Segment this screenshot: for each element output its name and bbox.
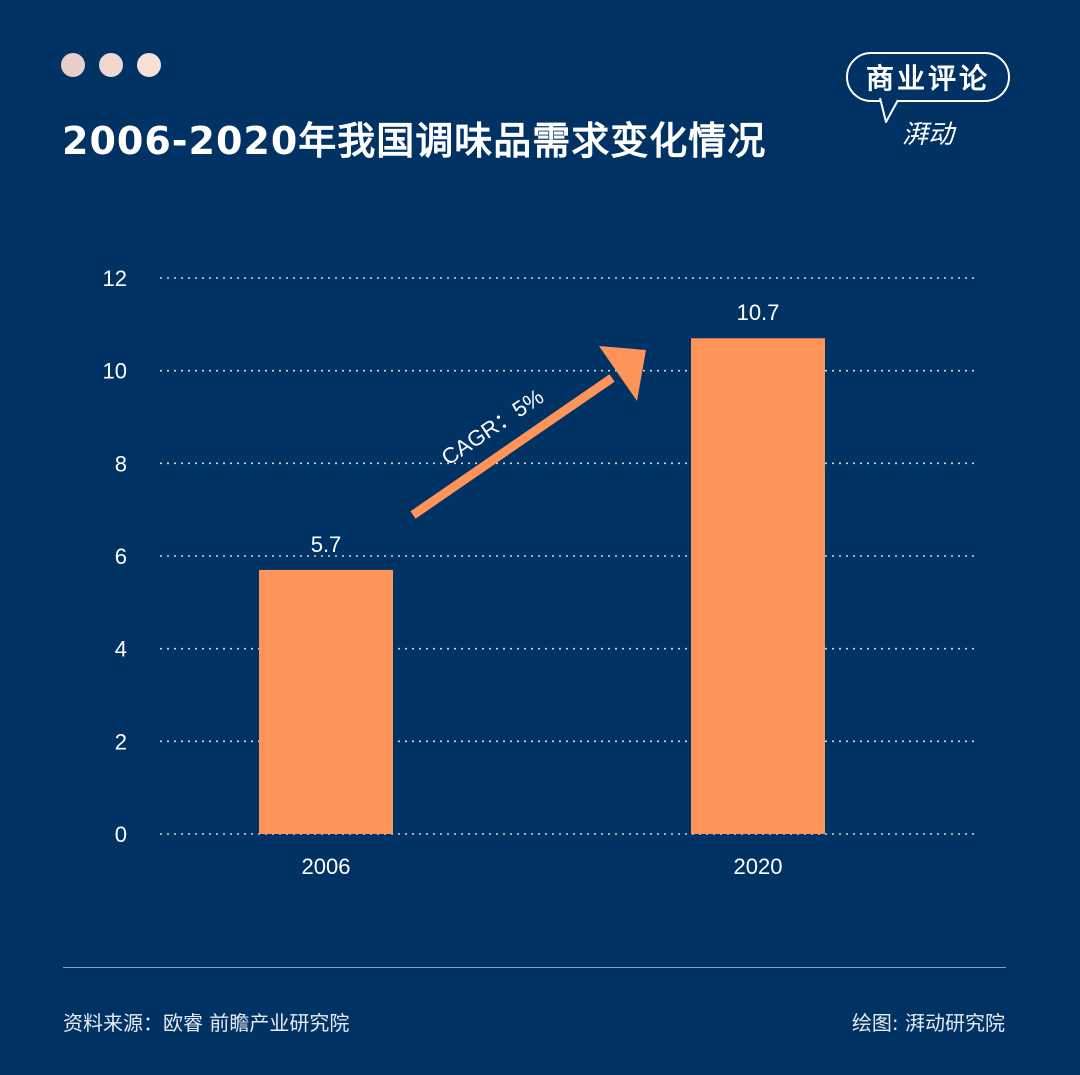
cagr-arrow-head (599, 346, 646, 401)
data-labels: 5.7 10.7 (311, 300, 780, 557)
bars (259, 338, 825, 834)
y-tick-label: 6 (115, 544, 127, 569)
y-tick-label: 8 (115, 451, 127, 476)
grid-lines (160, 277, 975, 835)
dot-2 (99, 53, 123, 77)
data-label: 10.7 (737, 300, 780, 325)
source-note: 资料来源：欧睿 前瞻产业研究院 (63, 1011, 350, 1035)
y-tick-label: 4 (115, 637, 127, 662)
dot-3 (137, 53, 161, 77)
logo-sub-text: 湃动 (902, 120, 955, 150)
logo-main-text: 商业评论 (846, 52, 1010, 102)
bar (259, 569, 393, 834)
brand-logo: 商业评论 湃动 (846, 52, 1016, 157)
logo-speech-tail-icon (879, 97, 899, 123)
bar (691, 338, 825, 834)
y-tick-label: 0 (115, 822, 127, 847)
page-title: 2006-2020年我国调味品需求变化情况 (62, 119, 767, 163)
x-tick-labels: 2006 2020 (302, 854, 783, 879)
y-tick-labels: 0 2 4 6 8 10 12 (103, 266, 127, 847)
window-dots (61, 53, 161, 77)
x-tick-label: 2006 (302, 854, 351, 879)
y-tick-label: 12 (103, 266, 127, 291)
footer-divider (63, 967, 1006, 968)
y-tick-label: 2 (115, 729, 127, 754)
data-label: 5.7 (311, 532, 342, 557)
dot-1 (61, 53, 85, 77)
x-tick-label: 2020 (734, 854, 783, 879)
cagr-arrow-line (410, 374, 615, 519)
credit-note: 绘图: 湃动研究院 (851, 1011, 1005, 1035)
y-tick-label: 10 (103, 359, 127, 384)
